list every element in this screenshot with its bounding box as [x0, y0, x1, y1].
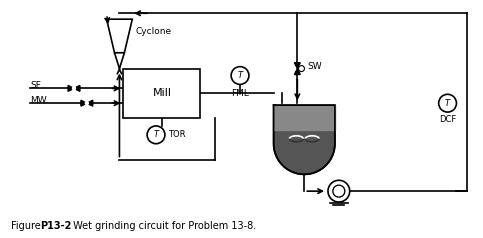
Bar [123, 69, 200, 118]
Text: FML: FML [231, 89, 249, 98]
Circle shape [85, 102, 88, 105]
Text: T: T [154, 130, 158, 139]
Polygon shape [274, 105, 335, 130]
Polygon shape [114, 53, 125, 69]
Polygon shape [74, 85, 80, 91]
Text: P13-2: P13-2 [41, 221, 72, 231]
Polygon shape [68, 85, 74, 91]
Text: SW: SW [307, 62, 322, 71]
Circle shape [333, 185, 345, 197]
Text: Cyclone: Cyclone [135, 27, 171, 35]
Polygon shape [294, 69, 300, 74]
Circle shape [231, 67, 249, 84]
Circle shape [439, 94, 456, 112]
Circle shape [147, 126, 165, 144]
Text: T: T [445, 99, 450, 108]
Text: SF: SF [30, 81, 42, 90]
Polygon shape [87, 100, 93, 106]
Polygon shape [274, 105, 335, 174]
Text: DCF: DCF [439, 115, 456, 124]
Circle shape [298, 66, 304, 72]
Polygon shape [294, 63, 300, 69]
Polygon shape [107, 19, 132, 53]
Text: Wet grinding circuit for Problem 13-8.: Wet grinding circuit for Problem 13-8. [70, 221, 256, 231]
Text: MW: MW [30, 96, 47, 105]
Text: Figure: Figure [11, 221, 43, 231]
Text: Mill: Mill [153, 88, 171, 98]
Text: T: T [238, 71, 242, 80]
Text: TOR: TOR [168, 130, 185, 139]
Circle shape [328, 180, 350, 202]
Circle shape [72, 87, 75, 90]
Polygon shape [81, 100, 87, 106]
